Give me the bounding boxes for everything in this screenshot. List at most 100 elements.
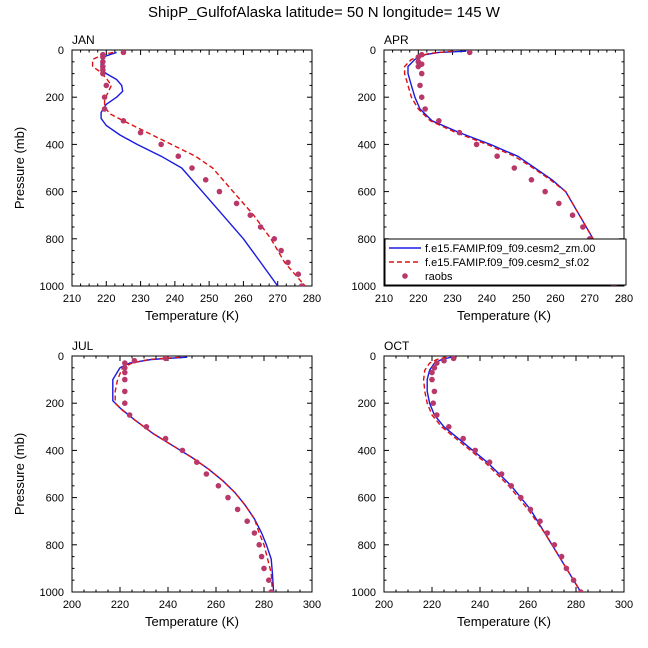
x-tick-label: 260 — [234, 293, 252, 305]
x-tick-label: 240 — [471, 599, 489, 611]
x-tick-label: 280 — [567, 599, 585, 611]
raobs-point — [285, 259, 291, 266]
raobs-point — [103, 82, 110, 89]
y-tick-label: 1000 — [40, 281, 64, 293]
x-tick-label: 220 — [111, 599, 129, 611]
x-tick-label: 210 — [63, 293, 81, 305]
raobs-point — [101, 94, 108, 100]
series-line-zm00 — [100, 51, 279, 286]
y-axis-label: Pressure (mb) — [12, 127, 27, 209]
raobs-point — [295, 271, 302, 278]
raobs-point — [450, 356, 457, 362]
raobs-point — [578, 589, 584, 592]
y-tick-label: 1000 — [352, 281, 376, 293]
y-tick-label: 600 — [358, 493, 376, 505]
raobs-point — [417, 82, 423, 89]
raobs-point — [162, 435, 169, 442]
raobs-point — [101, 106, 108, 112]
raobs-point — [537, 518, 543, 524]
raobs-point — [100, 54, 106, 60]
x-tick-label: 280 — [615, 293, 633, 305]
y-tick-label: 800 — [46, 540, 64, 552]
y-tick-label: 200 — [46, 92, 64, 104]
raobs-point — [162, 356, 169, 362]
raobs-point — [143, 424, 150, 430]
y-tick-label: 0 — [370, 45, 376, 57]
y-axis-label: Pressure (mb) — [12, 433, 27, 515]
raobs-point — [441, 357, 447, 364]
raobs-point — [100, 70, 106, 77]
raobs-point — [436, 118, 442, 124]
x-tick-label: 260 — [519, 599, 537, 611]
raobs-point — [202, 177, 209, 183]
x-tick-label: 230 — [443, 293, 461, 305]
y-tick-label: 200 — [46, 398, 64, 410]
raobs-point — [542, 188, 548, 195]
raobs-point — [486, 459, 493, 466]
raobs-point — [256, 542, 263, 548]
raobs-point — [126, 412, 133, 418]
raobs-point — [431, 388, 438, 395]
raobs-point — [551, 542, 558, 548]
panel-jul: 200 220 240 260 280 300 0 200 400 600 800 1000 Tempe… — [12, 339, 321, 629]
raobs-point — [418, 94, 425, 100]
x-axis-label: Temperature (K) — [145, 308, 239, 323]
raobs-point — [100, 59, 106, 65]
raobs-point — [268, 589, 274, 592]
raobs-point — [137, 129, 144, 136]
x-tick-label: 270 — [581, 293, 599, 305]
panel-label: OCT — [384, 339, 410, 353]
raobs-point — [244, 518, 250, 524]
x-tick-label: 270 — [269, 293, 287, 305]
raobs-point — [528, 177, 535, 183]
raobs-point — [120, 50, 127, 56]
raobs-point — [234, 506, 241, 513]
y-tick-label: 200 — [358, 92, 376, 104]
raobs-point — [175, 153, 182, 159]
y-tick-label: 800 — [358, 234, 376, 246]
raobs-point — [203, 471, 210, 477]
raobs-point — [563, 565, 570, 572]
raobs-point — [434, 412, 440, 418]
raobs-point — [527, 506, 534, 513]
raobs-point — [189, 165, 195, 171]
y-tick-label: 0 — [370, 351, 376, 363]
y-tick-label: 800 — [358, 540, 376, 552]
raobs-point — [570, 577, 577, 583]
raobs-point — [233, 200, 240, 207]
raobs-point — [122, 388, 128, 395]
raobs-point — [473, 141, 480, 148]
y-tick-label: 600 — [46, 187, 64, 199]
raobs-point — [446, 424, 452, 430]
raobs-point — [511, 165, 518, 171]
raobs-point — [429, 369, 435, 376]
chart-title: ShipP_GulfofAlaska latitude= 50 N longit… — [148, 4, 500, 21]
x-tick-label: 260 — [546, 293, 564, 305]
raobs-point — [431, 365, 438, 371]
series-line-zm00 — [112, 356, 275, 592]
raobs-point — [418, 70, 425, 77]
raobs-point — [298, 283, 305, 286]
y-tick-label: 400 — [358, 445, 376, 457]
raobs-point — [456, 129, 463, 136]
x-tick-label: 220 — [423, 599, 441, 611]
raobs-point — [498, 471, 505, 477]
x-tick-label: 240 — [159, 599, 177, 611]
y-tick-label: 600 — [358, 187, 376, 199]
raobs-point — [460, 435, 467, 442]
series-group — [112, 356, 275, 592]
series-group — [422, 356, 584, 592]
y-tick-label: 800 — [46, 234, 64, 246]
legend-dot — [402, 273, 408, 279]
raobs-point — [194, 459, 200, 466]
x-axis-label: Temperature (K) — [457, 308, 551, 323]
raobs-point — [225, 494, 231, 501]
series-line-sf02 — [422, 356, 582, 592]
raobs-point — [258, 553, 265, 560]
raobs-point — [415, 63, 422, 70]
x-tick-label: 280 — [255, 599, 273, 611]
raobs-point — [278, 247, 284, 254]
raobs-point — [122, 365, 128, 371]
panel-label: APR — [384, 33, 409, 47]
legend-label: f.e15.FAMIP.f09_f09.cesm2_zm.00 — [425, 243, 595, 255]
